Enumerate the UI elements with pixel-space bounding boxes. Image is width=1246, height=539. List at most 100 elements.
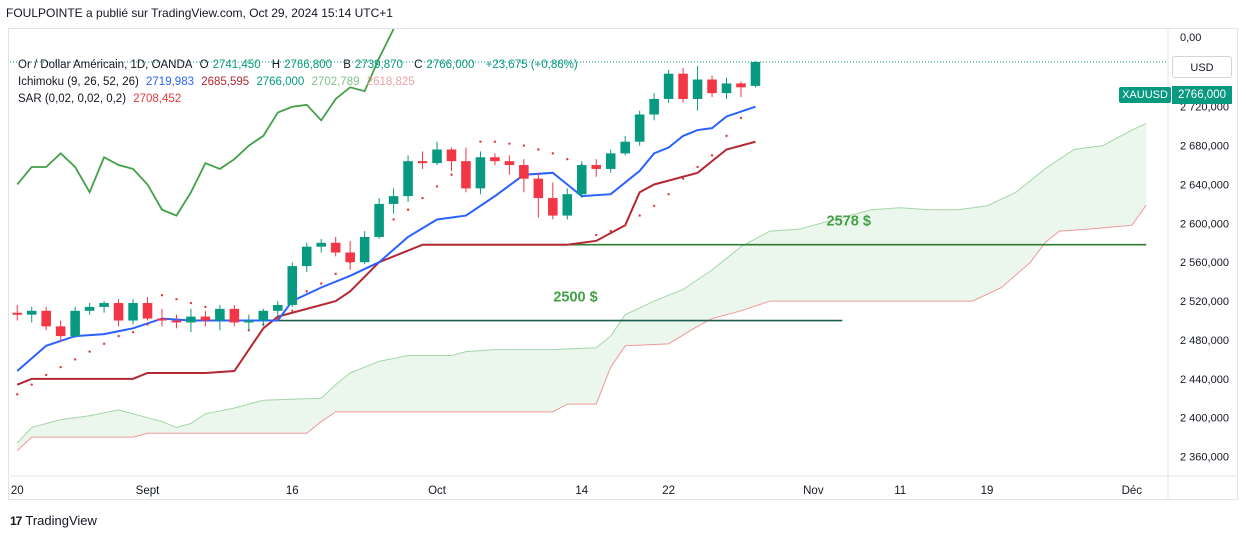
senkou-span-b-line [16,204,1147,452]
price-axis-top-value: 0,00 [1180,32,1202,44]
sar-dot [479,140,482,143]
candle-body [649,98,659,115]
sar-dot [160,294,164,297]
y-tick-label: 2 560,000 [1180,257,1229,269]
sar-dot [710,154,714,157]
high-label: H [271,59,281,71]
legend-close: C 2766,000 [414,59,478,71]
x-tick-label: Sept [136,485,160,497]
y-tick-label: 2 480,000 [1180,335,1229,347]
candle-body [446,149,457,162]
legend-main-series[interactable]: Or / Dollar Américain, 1D, OANDA O 2741,4… [18,59,582,71]
publication-header: FOULPOINTE a publié sur TradingView.com,… [6,6,393,20]
sar-dot [609,229,612,233]
candle-body [359,236,370,263]
sar-dot [88,350,91,353]
candle-body [41,310,51,327]
sar-dot [450,173,453,176]
chikou-value: 2766,000 [256,76,305,88]
candle-body [186,316,196,323]
sar-dot [493,140,497,143]
sar-dot [623,224,627,227]
sar-dot [291,309,294,313]
candle-body [707,79,717,94]
candle-body [605,153,616,169]
symbol-tag: XAUUSD [1119,87,1171,103]
candle-body [113,303,124,321]
sar-dot [320,282,323,285]
candle-body [692,79,703,99]
brand-name: TradingView [25,513,97,528]
sar-dot [739,116,743,120]
x-tick-label: Déc [1122,485,1143,497]
support-label: 2578 $ [827,214,871,230]
y-tick-label: 2 440,000 [1180,374,1229,386]
sar-dot [537,148,540,151]
candle-body [475,157,486,189]
legend-low: B 2739,870 [343,59,407,71]
kijun-sen-line [16,140,756,386]
sar-dot [725,134,728,138]
sar-dot [102,342,106,346]
sar-dot [30,383,33,386]
sar-dot [276,317,279,320]
candle-body [663,73,674,99]
sar-dot [392,218,395,221]
sar-dot [44,373,48,377]
candle-body [345,252,355,263]
sar-dot [522,144,526,147]
x-tick-label: 16 [286,485,299,497]
sar-dot [652,204,656,208]
sar-dot [696,165,699,169]
legend-ichimoku[interactable]: Ichimoku (9, 26, 52, 26) 2719,983 2685,5… [18,76,419,88]
chikou-span-line [16,29,395,217]
sar-dot [59,365,62,369]
candle-body [548,198,558,216]
y-tick-label: 2 520,000 [1180,296,1229,308]
legend-sar[interactable]: SAR (0,02, 0,02, 0,2) 2708,452 [18,93,185,105]
sar-dot [73,358,77,361]
candle-body [721,83,732,94]
candle-body [750,62,761,86]
candle-body [26,310,37,315]
sar-dot [566,158,569,161]
y-tick-label: 2 720,000 [1180,102,1229,114]
candle-body [504,161,515,166]
sar-dot [117,334,120,338]
candle-body [403,161,413,197]
candle-body [55,326,66,337]
sar-dot [146,323,149,326]
candle-body [736,83,746,88]
ichimoku-name: Ichimoku (9, 26, 52, 26) [18,76,139,88]
tenkan-value: 2719,983 [146,76,194,88]
candle-body [273,304,283,311]
senkou-span-a-line [16,123,1147,444]
sar-dot [16,393,19,396]
candle-body [562,194,573,216]
candle-body [417,161,428,164]
currency-selector[interactable]: USD [1172,56,1232,78]
y-tick-label: 2 400,000 [1180,413,1229,425]
candle-body [142,303,153,319]
sar-dot [595,233,598,237]
y-tick-label: 2 600,000 [1180,218,1229,230]
sar-dot [189,301,193,305]
x-tick-label: Nov [803,485,824,497]
sar-value: 2708,452 [133,93,182,105]
span-a-value: 2702,789 [311,76,360,88]
open-value: 2741,450 [212,59,261,71]
x-tick-label: 19 [981,485,994,497]
close-label: C [414,59,423,71]
sar-name: SAR (0,02, 0,02, 0,2) [18,93,127,105]
series-name: Or / Dollar Américain, 1D, OANDA [18,59,193,71]
legend-open: O 2741,450 [200,59,265,71]
tradingview-logo-icon: 17 [10,513,22,528]
sar-dot [204,305,207,309]
change-value: +23,675 (+0,86%) [485,59,578,71]
candle-body [576,165,587,195]
candle-body [388,196,399,204]
candle-body [519,165,529,179]
candle-body [200,316,211,321]
tradingview-footer[interactable]: 17 TradingView [10,513,97,528]
